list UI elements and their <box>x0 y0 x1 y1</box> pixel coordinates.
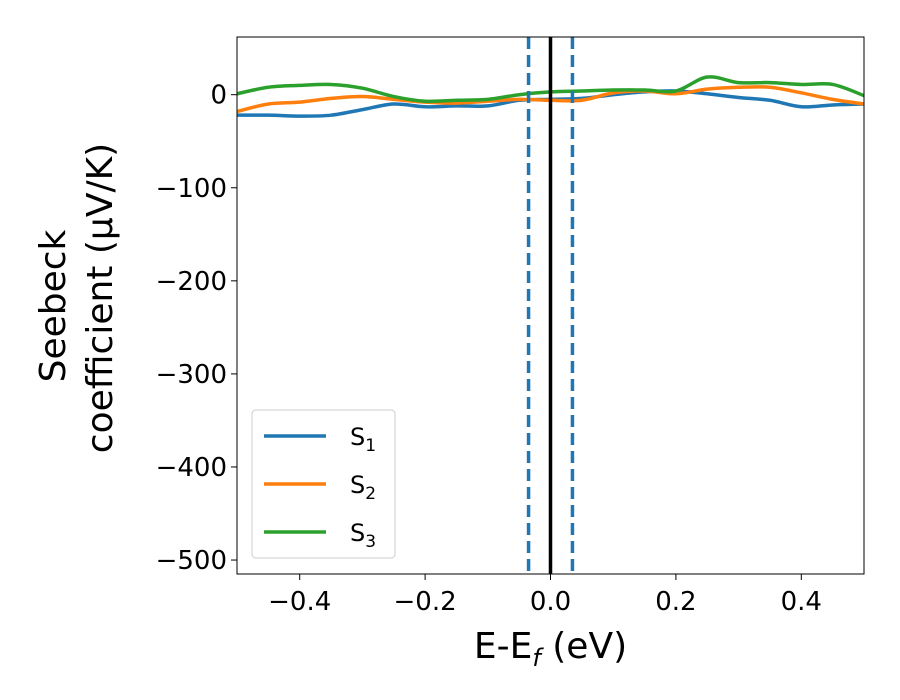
legend-label-s1: S1 <box>350 423 376 456</box>
y-axis-title-line2: coefficient (μV/K) <box>80 143 121 453</box>
x-tick-label: 0.4 <box>781 587 822 617</box>
legend-label-s2: S2 <box>350 471 376 504</box>
x-tick-label: −0.4 <box>268 587 331 617</box>
y-tick-label: 0 <box>210 81 227 111</box>
vlines-layer <box>526 37 575 574</box>
x-tick-label: 0.2 <box>655 587 696 617</box>
y-tick-label: −300 <box>156 360 227 390</box>
ticks-layer: −0.4 −0.2 0.0 0.2 0.4 0 −100 −200 −300 −400 −500 <box>156 81 822 617</box>
y-tick-label: −100 <box>156 174 227 204</box>
y-tick-label: −500 <box>156 546 227 576</box>
legend-label-s3: S3 <box>350 519 376 552</box>
y-tick-label: −200 <box>156 267 227 297</box>
x-tick-label: 0.0 <box>530 587 571 617</box>
y-tick-label: −400 <box>156 453 227 483</box>
legend: S1 S2 S3 <box>251 409 396 559</box>
x-axis-title: E-Ef (eV) <box>474 626 627 672</box>
y-axis-title-line1: Seebeck <box>33 229 74 382</box>
x-tick-label: −0.2 <box>394 587 457 617</box>
